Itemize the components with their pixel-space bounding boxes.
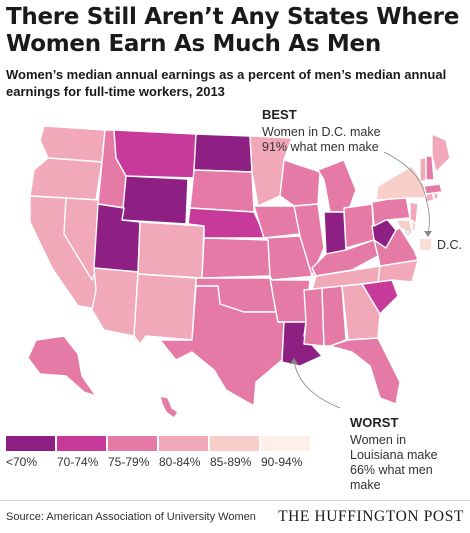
- state-co: [137, 221, 205, 279]
- state-hi: [159, 395, 179, 419]
- us-map: [27, 125, 451, 419]
- state-az: [91, 267, 139, 337]
- legend-label: 85-89%: [210, 455, 252, 469]
- state-de: [411, 219, 417, 233]
- legend-item: <70%: [6, 436, 56, 469]
- chart-title: There Still Aren’t Any States Where Wome…: [6, 4, 460, 57]
- legend-swatch: [108, 436, 157, 451]
- legend-label: 80-84%: [159, 455, 201, 469]
- legend-swatch: [210, 436, 259, 451]
- state-vt: [419, 157, 427, 183]
- legend-item: 75-79%: [108, 436, 158, 469]
- legend-item: 85-89%: [210, 436, 260, 469]
- state-nh: [425, 155, 435, 181]
- state-ms: [303, 287, 325, 347]
- worst-callout-text: Women in Louisiana make 66% what men mak…: [350, 433, 438, 492]
- legend-label: 90-94%: [261, 455, 303, 469]
- legend-swatch: [6, 436, 55, 451]
- legend-item: 80-84%: [159, 436, 209, 469]
- legend-label: 70-74%: [57, 455, 99, 469]
- state-wi: [279, 159, 321, 207]
- worst-leader-line: [293, 361, 341, 409]
- state-nd: [193, 133, 253, 173]
- state-ga: [341, 283, 381, 341]
- worst-callout-heading: WORST: [350, 415, 399, 430]
- state-in: [323, 211, 347, 255]
- state-fl: [329, 337, 401, 405]
- best-leader-line: [383, 151, 430, 234]
- legend: <70% 70-74% 75-79% 80-84% 85-89% 90-94%: [6, 436, 316, 476]
- state-mt: [113, 129, 197, 179]
- state-tx: [159, 285, 285, 407]
- legend-swatch: [159, 436, 208, 451]
- legend-label: 75-79%: [108, 455, 150, 469]
- legend-label: <70%: [6, 455, 38, 469]
- dc-label: D.C.: [437, 238, 462, 252]
- state-ak: [27, 335, 97, 397]
- worst-arrow-icon: [290, 358, 298, 364]
- legend-swatch: [261, 436, 310, 451]
- state-nm: [133, 273, 197, 345]
- source-note: Source: American Association of Universi…: [6, 511, 256, 523]
- state-ma: [423, 183, 443, 195]
- dc-marker: [405, 229, 411, 235]
- legend-item: 90-94%: [261, 436, 311, 469]
- dc-swatch: [420, 239, 431, 250]
- best-callout-text: Women in D.C. make 91% what men make: [262, 125, 381, 154]
- publisher-logo: THE HUFFINGTON POST: [278, 508, 464, 525]
- state-wa: [39, 125, 106, 163]
- state-or: [29, 157, 103, 201]
- legend-swatch: [57, 436, 106, 451]
- state-ny: [375, 165, 427, 201]
- chart-subtitle: Women’s median annual earnings as a perc…: [6, 67, 447, 99]
- state-wy: [121, 175, 189, 225]
- state-mi: [317, 159, 357, 213]
- legend-item: 70-74%: [57, 436, 107, 469]
- state-ks: [201, 237, 271, 279]
- best-callout-heading: BEST: [262, 107, 297, 122]
- state-nj: [409, 201, 419, 225]
- state-me: [431, 133, 451, 173]
- state-sd: [189, 169, 255, 213]
- best-arrow-icon: [424, 231, 432, 237]
- footer-divider: [0, 500, 470, 501]
